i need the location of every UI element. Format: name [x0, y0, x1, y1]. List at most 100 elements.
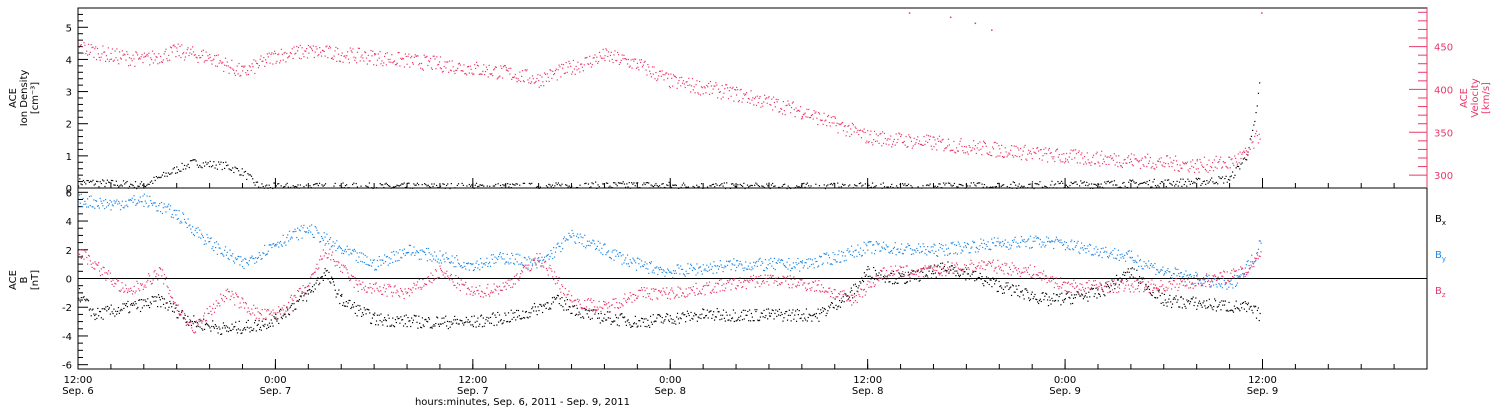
velocity-series-point — [954, 151, 956, 153]
density-series-point — [882, 182, 884, 184]
series-bx-point — [1134, 277, 1136, 279]
velocity-series-point — [1065, 152, 1068, 155]
series-by-point — [938, 242, 941, 245]
velocity-series-point — [991, 154, 993, 157]
series-bx-point — [1146, 288, 1148, 291]
velocity-series-point — [415, 55, 417, 58]
series-by-point — [881, 246, 883, 248]
series-by-point — [229, 249, 231, 251]
series-by-point — [661, 271, 663, 274]
density-series-point — [314, 183, 316, 185]
series-bx-point — [1076, 291, 1078, 293]
series-by-point — [1046, 240, 1049, 243]
series-by-point — [615, 255, 617, 257]
density-series-point — [398, 185, 401, 187]
series-by-point — [1111, 253, 1113, 256]
x-tick-label-date: Sep. 8 — [654, 386, 686, 397]
series-by-point — [212, 246, 214, 248]
series-bx-point — [497, 311, 499, 314]
velocity-series-point — [156, 56, 158, 59]
series-bx-point — [181, 309, 184, 312]
series-bx-point — [749, 309, 751, 311]
velocity-series-point — [126, 51, 128, 53]
density-series-point — [680, 186, 682, 189]
series-by-point — [1189, 273, 1192, 276]
velocity-series-point — [565, 61, 567, 64]
series-bx-point — [134, 301, 136, 303]
series-by-point — [597, 240, 599, 242]
series-bx-point — [715, 316, 717, 318]
series-bx-point — [962, 273, 964, 275]
series-bx-point — [153, 300, 155, 302]
velocity-series-point — [971, 149, 973, 151]
velocity-series-point — [749, 102, 751, 104]
density-series-point — [404, 186, 407, 189]
density-series-point — [1188, 180, 1190, 182]
legend-label: Bz — [1435, 286, 1446, 299]
series-bx-point — [909, 280, 911, 282]
density-series-point — [247, 173, 249, 175]
velocity-series-point — [273, 53, 275, 55]
density-series-point — [173, 167, 176, 169]
density-series-point — [597, 184, 599, 186]
series-by-point — [726, 264, 729, 266]
series-by-point — [324, 236, 326, 238]
velocity-series-point — [898, 132, 900, 134]
series-bx-point — [371, 317, 374, 319]
density-series-point — [250, 175, 253, 177]
density-series-point — [575, 186, 578, 189]
velocity-series-point — [1144, 156, 1146, 158]
series-by-point — [1218, 282, 1220, 285]
velocity-series-point — [276, 60, 278, 62]
velocity-series-point — [1180, 167, 1182, 169]
series-bx-point — [423, 325, 425, 328]
series-bx-point — [1097, 293, 1100, 295]
velocity-series-point — [450, 70, 452, 72]
series-by-point — [437, 258, 439, 260]
series-bx-point — [963, 271, 965, 273]
series-bx-point — [1155, 297, 1157, 299]
series-by-point — [1176, 275, 1178, 277]
series-by-point — [1054, 239, 1057, 241]
velocity-series-point — [717, 97, 719, 99]
density-series-point — [595, 181, 597, 183]
velocity-series-point — [105, 60, 107, 62]
series-by-point — [1079, 252, 1081, 255]
velocity-series-point — [656, 80, 658, 82]
density-series-point — [202, 162, 204, 164]
series-bx-point — [1103, 293, 1105, 296]
series-by-point — [555, 247, 557, 249]
series-by-point — [224, 249, 226, 251]
velocity-series-point — [530, 82, 532, 85]
series-bx-point — [396, 316, 398, 318]
series-by-point — [1073, 240, 1076, 243]
series-by — [78, 193, 1262, 290]
velocity-series-point — [502, 66, 505, 68]
velocity-series-point — [1251, 142, 1253, 144]
series-bx-point — [472, 325, 475, 328]
series-by-point — [484, 264, 486, 266]
series-by-point — [967, 243, 969, 245]
series-bx-point — [299, 295, 301, 297]
velocity-series-point — [781, 108, 783, 110]
series-bx-point — [989, 279, 991, 281]
series-bx-point — [210, 330, 212, 332]
velocity-series-point — [1110, 155, 1112, 157]
velocity-series-point — [365, 57, 368, 59]
density-series-point — [793, 187, 795, 189]
velocity-series-point — [976, 147, 978, 149]
series-by-point — [861, 254, 863, 257]
velocity-series-point — [1011, 154, 1014, 156]
velocity-series-point — [757, 101, 759, 104]
series-by-point — [96, 205, 99, 207]
velocity-series-point — [563, 72, 566, 75]
density-series-point — [163, 171, 165, 174]
series-by-point — [1140, 265, 1142, 267]
velocity-series-point — [281, 53, 283, 56]
series-bx-point — [829, 307, 831, 309]
series-bx-point — [830, 301, 833, 304]
bottom-left-ylabel: ACE B [nT] — [8, 270, 41, 290]
series-bx-point — [514, 311, 516, 314]
density-series-point — [818, 185, 821, 187]
series-bx-point — [541, 311, 544, 314]
